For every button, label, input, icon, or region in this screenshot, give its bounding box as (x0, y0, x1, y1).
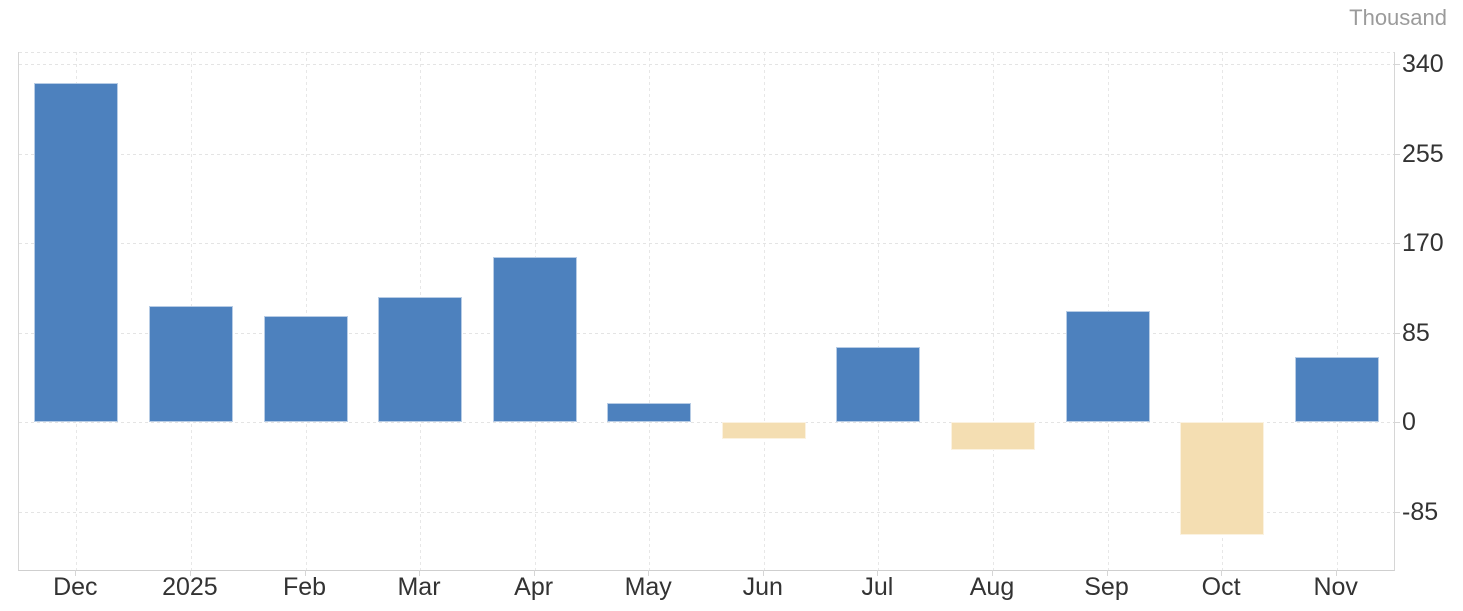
bar-nov[interactable] (1294, 356, 1379, 423)
bar-aug[interactable] (951, 422, 1035, 451)
bar-sep[interactable] (1065, 310, 1150, 423)
v-gridline-feb (305, 52, 307, 570)
bar-mar[interactable] (378, 296, 462, 423)
h-gridline-170 (19, 243, 1394, 245)
h-gridline-0 (19, 422, 1394, 424)
x-tick-mark (189, 570, 191, 576)
y-tick-mark (1393, 511, 1400, 513)
y-tick-mark (1393, 64, 1400, 66)
plot-area (18, 52, 1395, 571)
v-gridline-jun (763, 52, 765, 570)
y-tick-label-0: 0 (1402, 408, 1416, 437)
bar-2025[interactable] (148, 306, 233, 423)
x-tick-label-dec: Dec (53, 573, 98, 601)
x-tick-label-oct: Oct (1201, 573, 1241, 601)
x-tick-mark (762, 570, 764, 576)
x-tick-mark (992, 570, 993, 576)
x-tick-label-aug: Aug (969, 573, 1015, 601)
y-tick-label-340: 340 (1402, 50, 1444, 79)
x-tick-mark (1335, 570, 1337, 576)
y-tick-label-255: 255 (1402, 139, 1444, 168)
y-tick-label-170: 170 (1402, 229, 1444, 258)
x-tick-label-mar: Mar (397, 573, 441, 601)
x-tick-mark (533, 570, 535, 576)
h-gridline-85 (19, 332, 1394, 334)
y-tick-label-85: 85 (1402, 318, 1430, 347)
bar-jun[interactable] (721, 422, 806, 439)
x-tick-mark (75, 570, 77, 576)
x-tick-label-may: May (624, 573, 672, 601)
bar-oct[interactable] (1180, 422, 1265, 535)
v-gridline-aug (993, 52, 994, 570)
x-tick-label-feb: Feb (282, 573, 327, 601)
h-gridline-255 (19, 153, 1394, 155)
x-tick-label-jun: Jun (742, 573, 783, 601)
x-tick-mark (304, 570, 306, 576)
bar-feb[interactable] (263, 315, 348, 422)
v-gridline-jul (878, 52, 880, 570)
y-tick-mark (1393, 422, 1400, 424)
plot-top-border (19, 52, 1394, 53)
h-gridline-340 (19, 64, 1394, 66)
y-tick-mark (1393, 153, 1400, 155)
x-tick-label-sep: Sep (1084, 573, 1129, 601)
x-tick-label-jul: Jul (861, 573, 894, 601)
bar-dec[interactable] (34, 83, 119, 423)
x-tick-mark (877, 570, 879, 576)
h-gridline--85 (19, 511, 1394, 513)
y-tick-mark (1393, 332, 1400, 334)
y-tick-label--85: -85 (1402, 497, 1439, 526)
bar-jul[interactable] (836, 347, 921, 423)
x-tick-label-apr: Apr (514, 573, 554, 601)
x-tick-label-nov: Nov (1313, 573, 1358, 601)
v-gridline-may (649, 52, 651, 570)
bar-apr[interactable] (492, 256, 577, 423)
v-gridline-oct (1222, 52, 1224, 570)
x-tick-mark (648, 570, 650, 576)
y-tick-mark (1393, 243, 1400, 245)
x-tick-mark (1221, 570, 1223, 576)
x-tick-mark (1106, 570, 1108, 576)
y-axis-unit-label: Thousand (1349, 5, 1447, 30)
bar-may[interactable] (607, 403, 692, 423)
x-tick-label-2025: 2025 (162, 573, 218, 601)
x-tick-mark (419, 570, 420, 576)
v-gridline-nov (1336, 52, 1338, 570)
